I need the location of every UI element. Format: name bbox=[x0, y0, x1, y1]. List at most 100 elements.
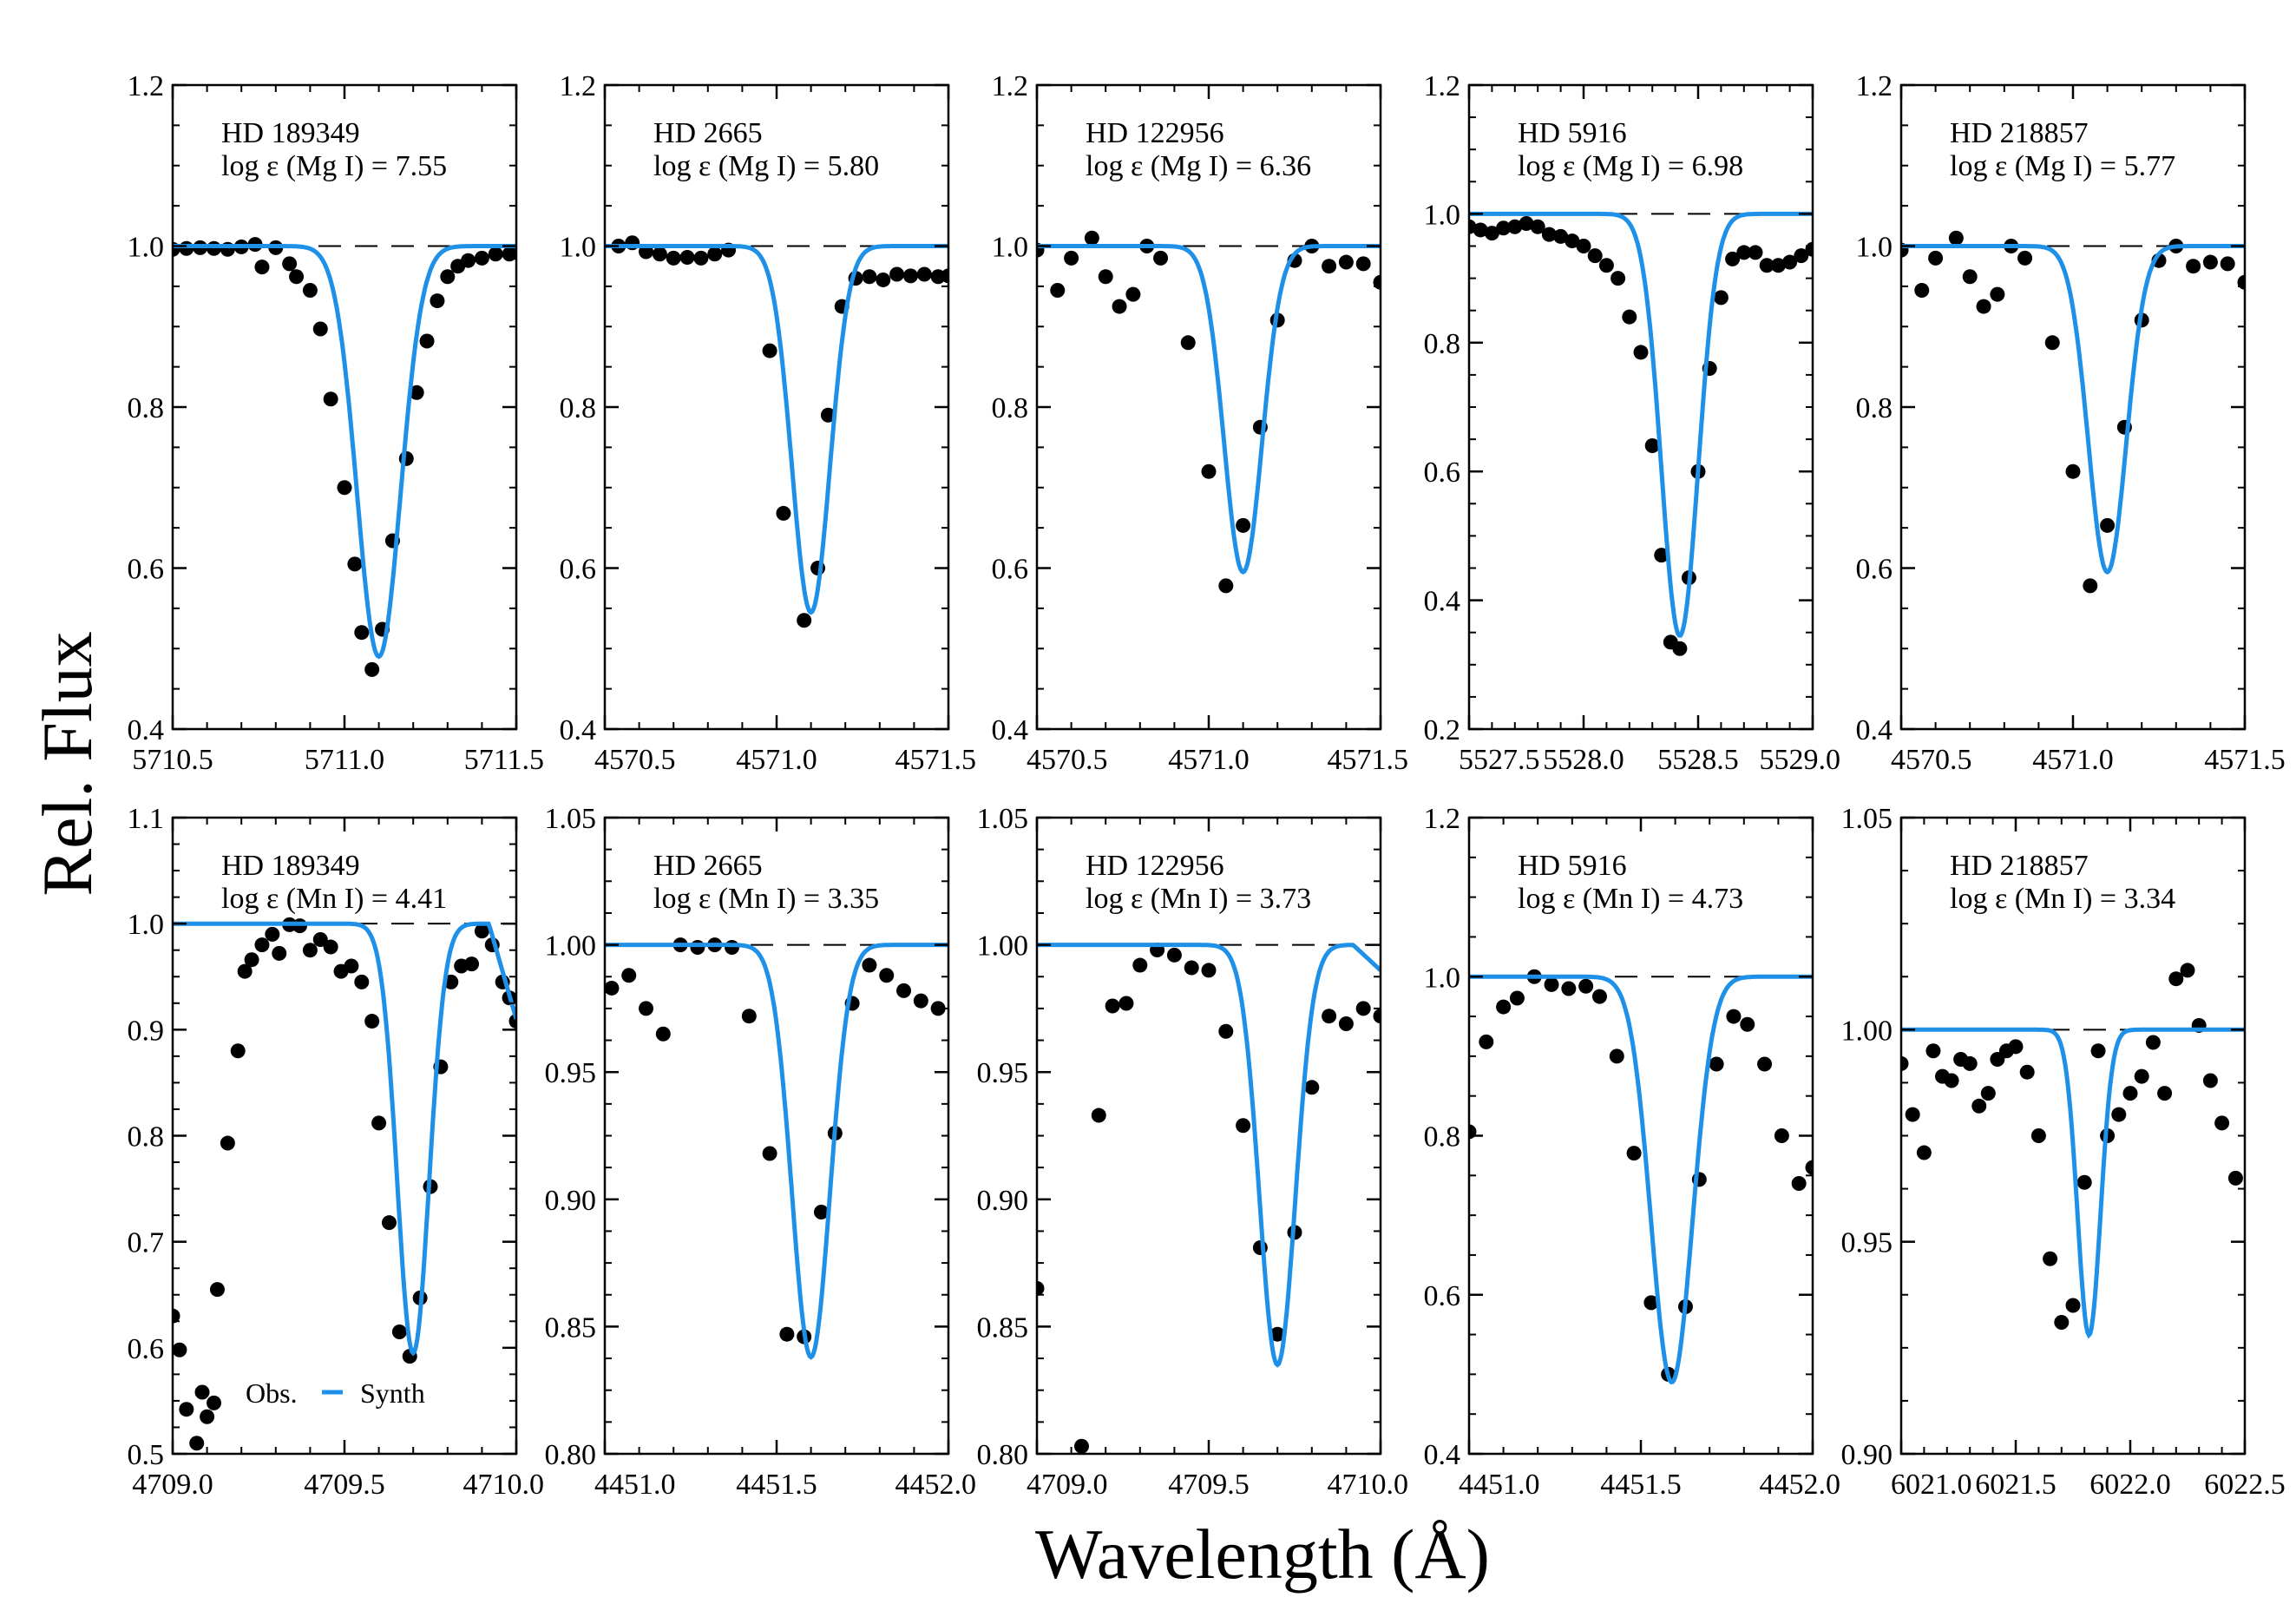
synth-line bbox=[1037, 244, 1381, 575]
y-tick-label: 0.95 bbox=[977, 1057, 1029, 1089]
y-tick-label: 0.80 bbox=[977, 1439, 1029, 1471]
obs-point bbox=[282, 256, 298, 272]
obs-point bbox=[1633, 345, 1649, 360]
y-tick-label: 0.85 bbox=[545, 1311, 597, 1344]
y-tick-label: 0.4 bbox=[560, 714, 597, 746]
obs-point bbox=[1740, 1016, 1755, 1032]
y-tick-label: 0.2 bbox=[1424, 714, 1461, 746]
obs-point bbox=[1037, 1280, 1045, 1296]
obs-point bbox=[1774, 1128, 1789, 1143]
obs-point bbox=[1484, 226, 1499, 241]
abundance-label: log ε (Mn I) = 3.73 bbox=[1086, 883, 1311, 915]
obs-point bbox=[220, 1135, 235, 1151]
y-tick-label: 0.4 bbox=[1424, 1439, 1461, 1471]
y-tick-label: 1.2 bbox=[1424, 803, 1461, 835]
y-tick-label: 0.4 bbox=[128, 714, 165, 746]
y-tick-label: 0.6 bbox=[992, 554, 1029, 586]
x-tick-label: 4451.5 bbox=[1600, 1469, 1682, 1501]
star-name: HD 122956 bbox=[1086, 117, 1224, 149]
y-tick-label: 1.2 bbox=[560, 70, 597, 102]
y-tick-label: 1.0 bbox=[1424, 962, 1461, 994]
y-tick-label: 0.7 bbox=[128, 1227, 165, 1259]
x-tick-label: 6022.5 bbox=[2204, 1469, 2286, 1501]
obs-point bbox=[1609, 1048, 1624, 1064]
obs-point bbox=[508, 245, 516, 260]
obs-point bbox=[1304, 1080, 1320, 1095]
y-tick-label: 0.6 bbox=[128, 1333, 165, 1365]
obs-point bbox=[1355, 1001, 1371, 1016]
obs-point bbox=[354, 974, 370, 989]
panel-4: 0.2 0.4 0.6 0.8 1.0 1.2 5527.5 5528.0 5528.5 5529… bbox=[1424, 70, 1841, 776]
obs-point bbox=[2044, 335, 2060, 351]
obs-point bbox=[1553, 228, 1569, 244]
star-name: HD 189349 bbox=[221, 117, 360, 149]
star-name: HD 218857 bbox=[1950, 850, 2089, 882]
obs-point bbox=[1153, 250, 1169, 266]
obs-point bbox=[347, 556, 363, 572]
obs-point bbox=[173, 1308, 180, 1324]
obs-point bbox=[464, 956, 480, 972]
obs-point bbox=[707, 246, 723, 262]
obs-point bbox=[2134, 1068, 2149, 1084]
obs-point bbox=[1916, 1145, 1932, 1160]
y-tick-label: 0.90 bbox=[1841, 1439, 1893, 1471]
obs-point bbox=[1976, 299, 1991, 314]
synth-line bbox=[605, 244, 948, 615]
obs-point bbox=[1576, 239, 1591, 253]
obs-point bbox=[1578, 978, 1594, 994]
y-tick-label: 0.95 bbox=[1841, 1227, 1893, 1259]
obs-point bbox=[344, 958, 359, 974]
panels-group: 0.4 0.6 0.8 1.0 1.2 5710.5 5711.0 5711.5 HD 1893… bbox=[128, 70, 2286, 1501]
obs-point bbox=[1990, 286, 2005, 302]
obs-point bbox=[2186, 259, 2201, 274]
synth-line bbox=[1469, 211, 1813, 638]
obs-point bbox=[621, 968, 637, 983]
obs-point bbox=[862, 269, 877, 285]
y-tick-label: 1.05 bbox=[545, 803, 597, 835]
obs-point bbox=[1132, 957, 1148, 973]
synth-line bbox=[605, 943, 948, 1360]
obs-point bbox=[1901, 1055, 1909, 1071]
obs-point bbox=[776, 505, 791, 521]
y-tick-label: 0.8 bbox=[1424, 1121, 1461, 1154]
obs-point bbox=[1541, 227, 1557, 242]
obs-point bbox=[364, 1014, 380, 1029]
obs-point bbox=[1166, 947, 1182, 963]
y-tick-label: 0.85 bbox=[977, 1311, 1029, 1344]
obs-point bbox=[1759, 258, 1774, 273]
abundance-label: log ε (Mg I) = 7.55 bbox=[221, 150, 447, 182]
y-tick-label: 0.6 bbox=[1424, 457, 1461, 489]
obs-point bbox=[207, 1395, 222, 1410]
star-name: HD 5916 bbox=[1518, 117, 1627, 149]
obs-point bbox=[419, 333, 435, 349]
obs-point bbox=[1184, 960, 1199, 976]
x-tick-label: 4571.0 bbox=[1168, 744, 1250, 776]
obs-point bbox=[797, 613, 812, 628]
obs-point bbox=[693, 250, 709, 266]
obs-point bbox=[862, 957, 877, 973]
x-tick-label: 5710.5 bbox=[132, 744, 213, 776]
y-tick-label: 1.2 bbox=[128, 70, 165, 102]
abundance-label: log ε (Mn I) = 4.41 bbox=[221, 883, 447, 915]
obs-point bbox=[1236, 1118, 1251, 1134]
obs-point bbox=[189, 1436, 205, 1451]
obs-point bbox=[1770, 258, 1786, 273]
y-tick-label: 0.8 bbox=[128, 392, 165, 424]
synth-line bbox=[173, 921, 516, 1357]
obs-point bbox=[1725, 251, 1741, 266]
x-tick-label: 4571.5 bbox=[2204, 744, 2286, 776]
legend-obs-marker bbox=[194, 1384, 210, 1400]
obs-point bbox=[1726, 1009, 1742, 1024]
obs-point bbox=[1496, 220, 1512, 236]
star-name: HD 5916 bbox=[1518, 850, 1627, 882]
obs-point bbox=[1112, 299, 1127, 314]
obs-point bbox=[1587, 248, 1603, 264]
y-tick-label: 1.05 bbox=[977, 803, 1029, 835]
obs-point bbox=[652, 246, 667, 262]
panel-7: 0.80 0.85 0.90 0.95 1.00 1.05 4451.0 4451.5 4452… bbox=[545, 803, 977, 1501]
obs-point bbox=[179, 240, 194, 256]
obs-point bbox=[1713, 290, 1729, 306]
x-tick-label: 4709.5 bbox=[1168, 1469, 1250, 1501]
obs-point bbox=[1236, 517, 1251, 533]
